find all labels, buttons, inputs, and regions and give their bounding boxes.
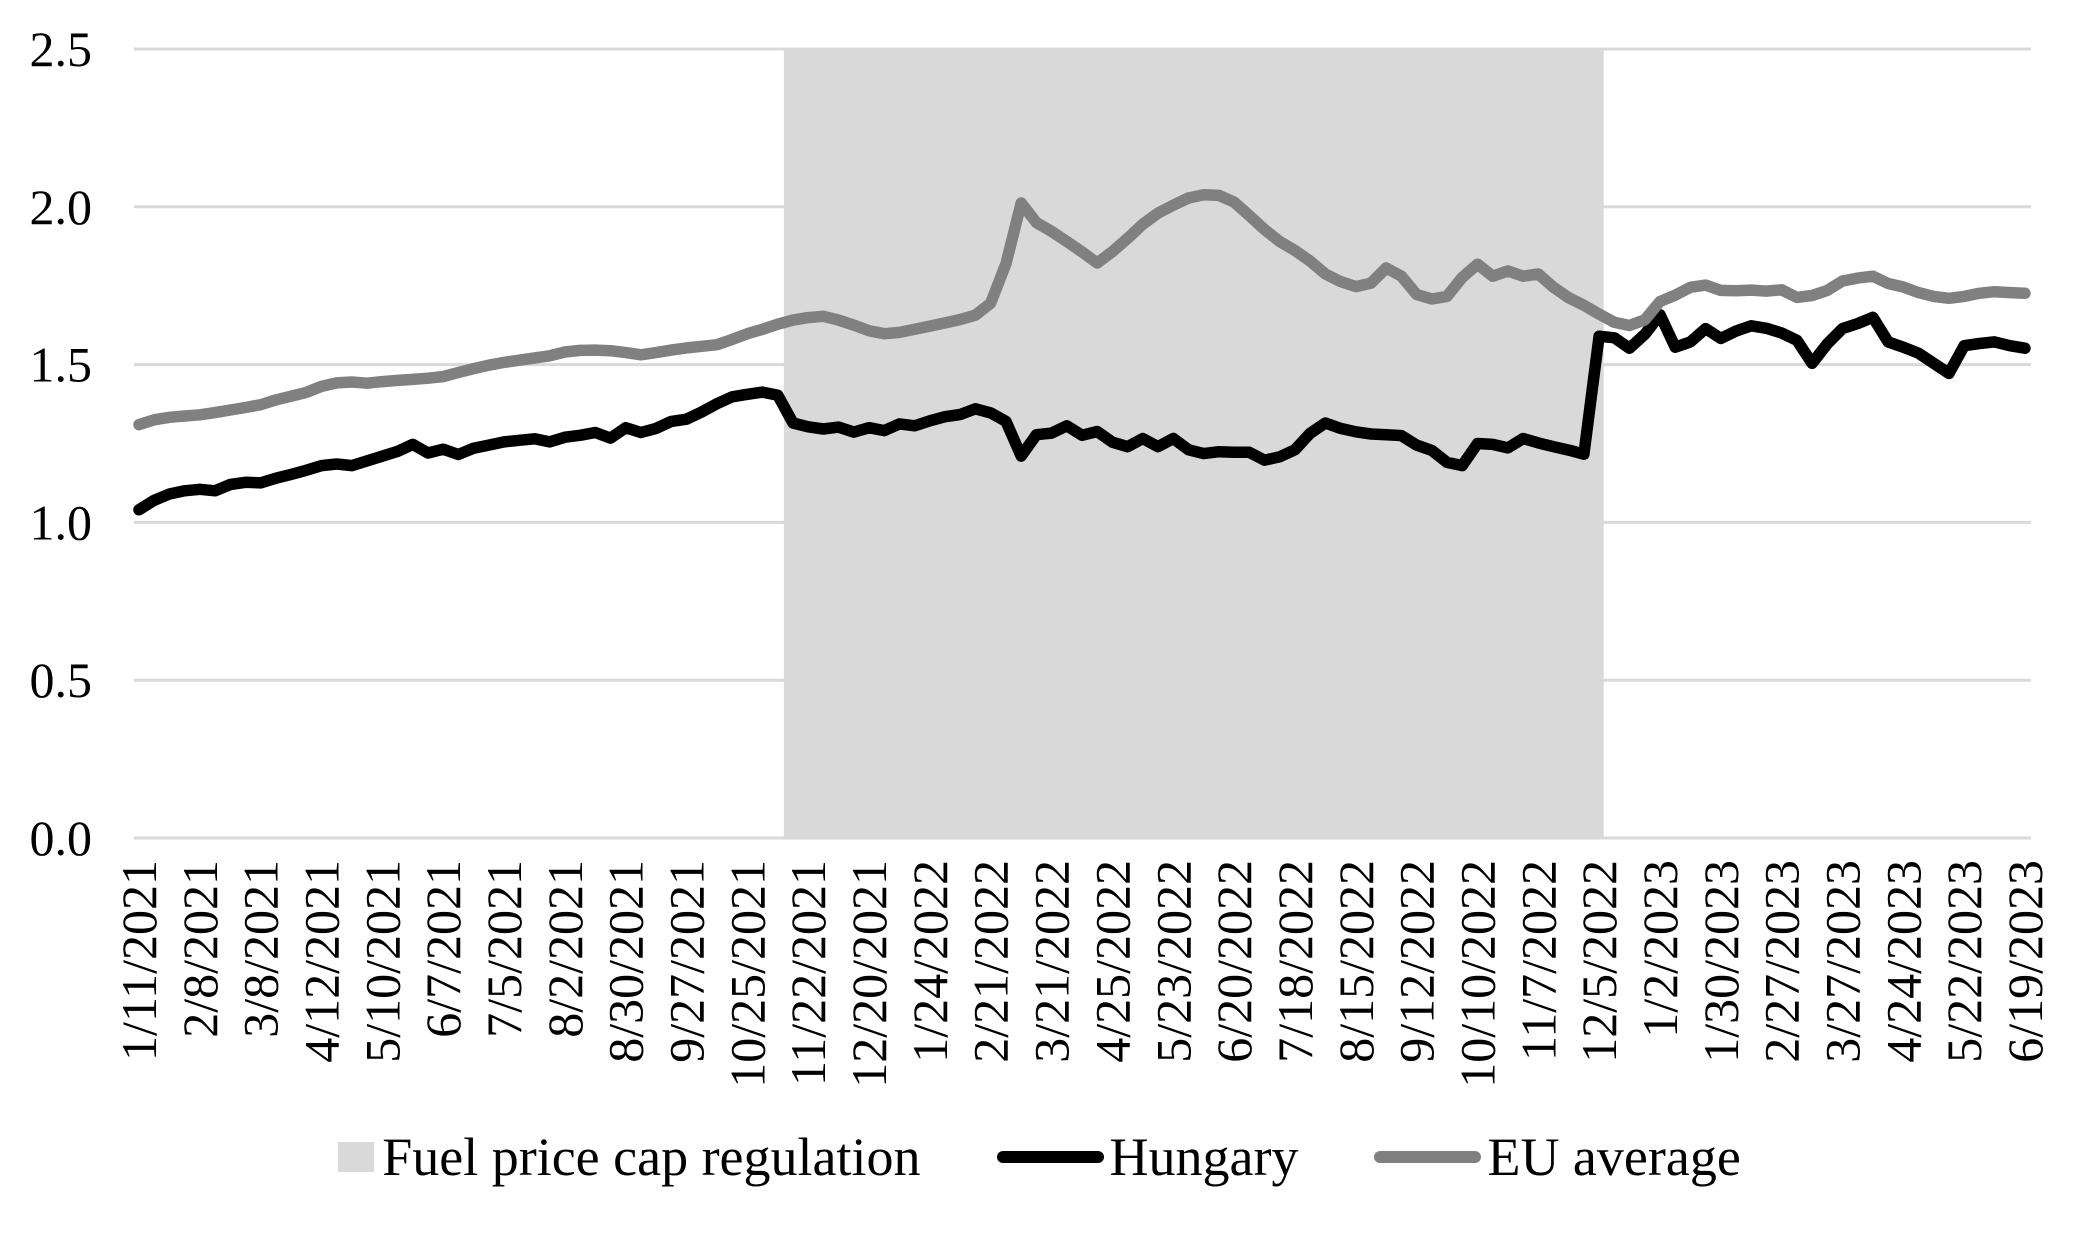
svg-text:11/22/2021: 11/22/2021 <box>780 860 836 1086</box>
svg-text:1/2/2023: 1/2/2023 <box>1632 860 1688 1038</box>
svg-text:6/19/2023: 6/19/2023 <box>1997 860 2053 1063</box>
eu-average-line-swatch <box>1374 1151 1482 1163</box>
svg-text:1/11/2021: 1/11/2021 <box>111 860 167 1061</box>
eu-average-line <box>133 189 2031 431</box>
hungary-line-swatch <box>996 1151 1104 1163</box>
y-axis-labels: 0.0 0.5 1.0 1.5 2.0 2.5 <box>30 21 93 866</box>
svg-text:6/20/2022: 6/20/2022 <box>1206 860 1262 1063</box>
legend-label-eu-average: EU average <box>1487 1127 1741 1187</box>
svg-text:6/7/2021: 6/7/2021 <box>415 860 471 1038</box>
legend-item-regulation: Fuel price cap regulation <box>338 1126 921 1188</box>
regulation-band-swatch <box>338 1142 375 1172</box>
svg-text:9/27/2021: 9/27/2021 <box>659 860 715 1063</box>
legend-item-hungary: Hungary <box>996 1126 1299 1188</box>
svg-text:4/24/2023: 4/24/2023 <box>1875 860 1931 1063</box>
regulation-shading-band <box>783 49 1604 838</box>
svg-text:0.0: 0.0 <box>30 810 93 866</box>
svg-text:2/27/2023: 2/27/2023 <box>1754 860 1810 1063</box>
svg-text:3/8/2021: 3/8/2021 <box>233 860 289 1038</box>
svg-text:2/8/2021: 2/8/2021 <box>172 860 228 1038</box>
legend-label-hungary: Hungary <box>1109 1127 1299 1187</box>
svg-text:4/12/2021: 4/12/2021 <box>294 860 350 1063</box>
svg-text:7/18/2022: 7/18/2022 <box>1267 860 1323 1063</box>
svg-text:2/21/2022: 2/21/2022 <box>963 860 1019 1063</box>
svg-text:0.5: 0.5 <box>30 652 93 708</box>
svg-text:1/30/2023: 1/30/2023 <box>1693 860 1749 1063</box>
svg-text:1.0: 1.0 <box>30 494 93 550</box>
svg-text:8/30/2021: 8/30/2021 <box>598 860 654 1063</box>
svg-text:11/7/2022: 11/7/2022 <box>1510 860 1566 1061</box>
legend-label-regulation: Fuel price cap regulation <box>382 1127 921 1187</box>
svg-text:3/21/2022: 3/21/2022 <box>1024 860 1080 1063</box>
x-axis-labels: 1/11/2021 2/8/2021 3/8/2021 4/12/2021 5/10/2… <box>111 860 2053 1088</box>
svg-text:8/15/2022: 8/15/2022 <box>1328 860 1384 1063</box>
svg-text:2.5: 2.5 <box>30 21 93 77</box>
hungary-line <box>133 308 2031 516</box>
svg-text:4/25/2022: 4/25/2022 <box>1084 860 1140 1063</box>
svg-text:5/23/2022: 5/23/2022 <box>1145 860 1201 1063</box>
svg-text:2.0: 2.0 <box>30 179 93 235</box>
svg-text:1/24/2022: 1/24/2022 <box>902 860 958 1063</box>
svg-text:12/20/2021: 12/20/2021 <box>841 860 897 1088</box>
svg-text:3/27/2023: 3/27/2023 <box>1814 860 1870 1063</box>
svg-text:5/22/2023: 5/22/2023 <box>1936 860 1992 1063</box>
svg-text:7/5/2021: 7/5/2021 <box>476 860 532 1038</box>
legend: Fuel price cap regulation Hungary EU ave… <box>0 1126 2079 1188</box>
svg-text:5/10/2021: 5/10/2021 <box>354 860 410 1063</box>
legend-item-eu-average: EU average <box>1374 1126 1741 1188</box>
svg-text:8/2/2021: 8/2/2021 <box>537 860 593 1038</box>
svg-text:12/5/2022: 12/5/2022 <box>1571 860 1627 1063</box>
svg-text:10/10/2022: 10/10/2022 <box>1449 860 1505 1088</box>
svg-text:9/12/2022: 9/12/2022 <box>1389 860 1445 1063</box>
svg-text:10/25/2021: 10/25/2021 <box>719 860 775 1088</box>
svg-text:1.5: 1.5 <box>30 337 93 393</box>
